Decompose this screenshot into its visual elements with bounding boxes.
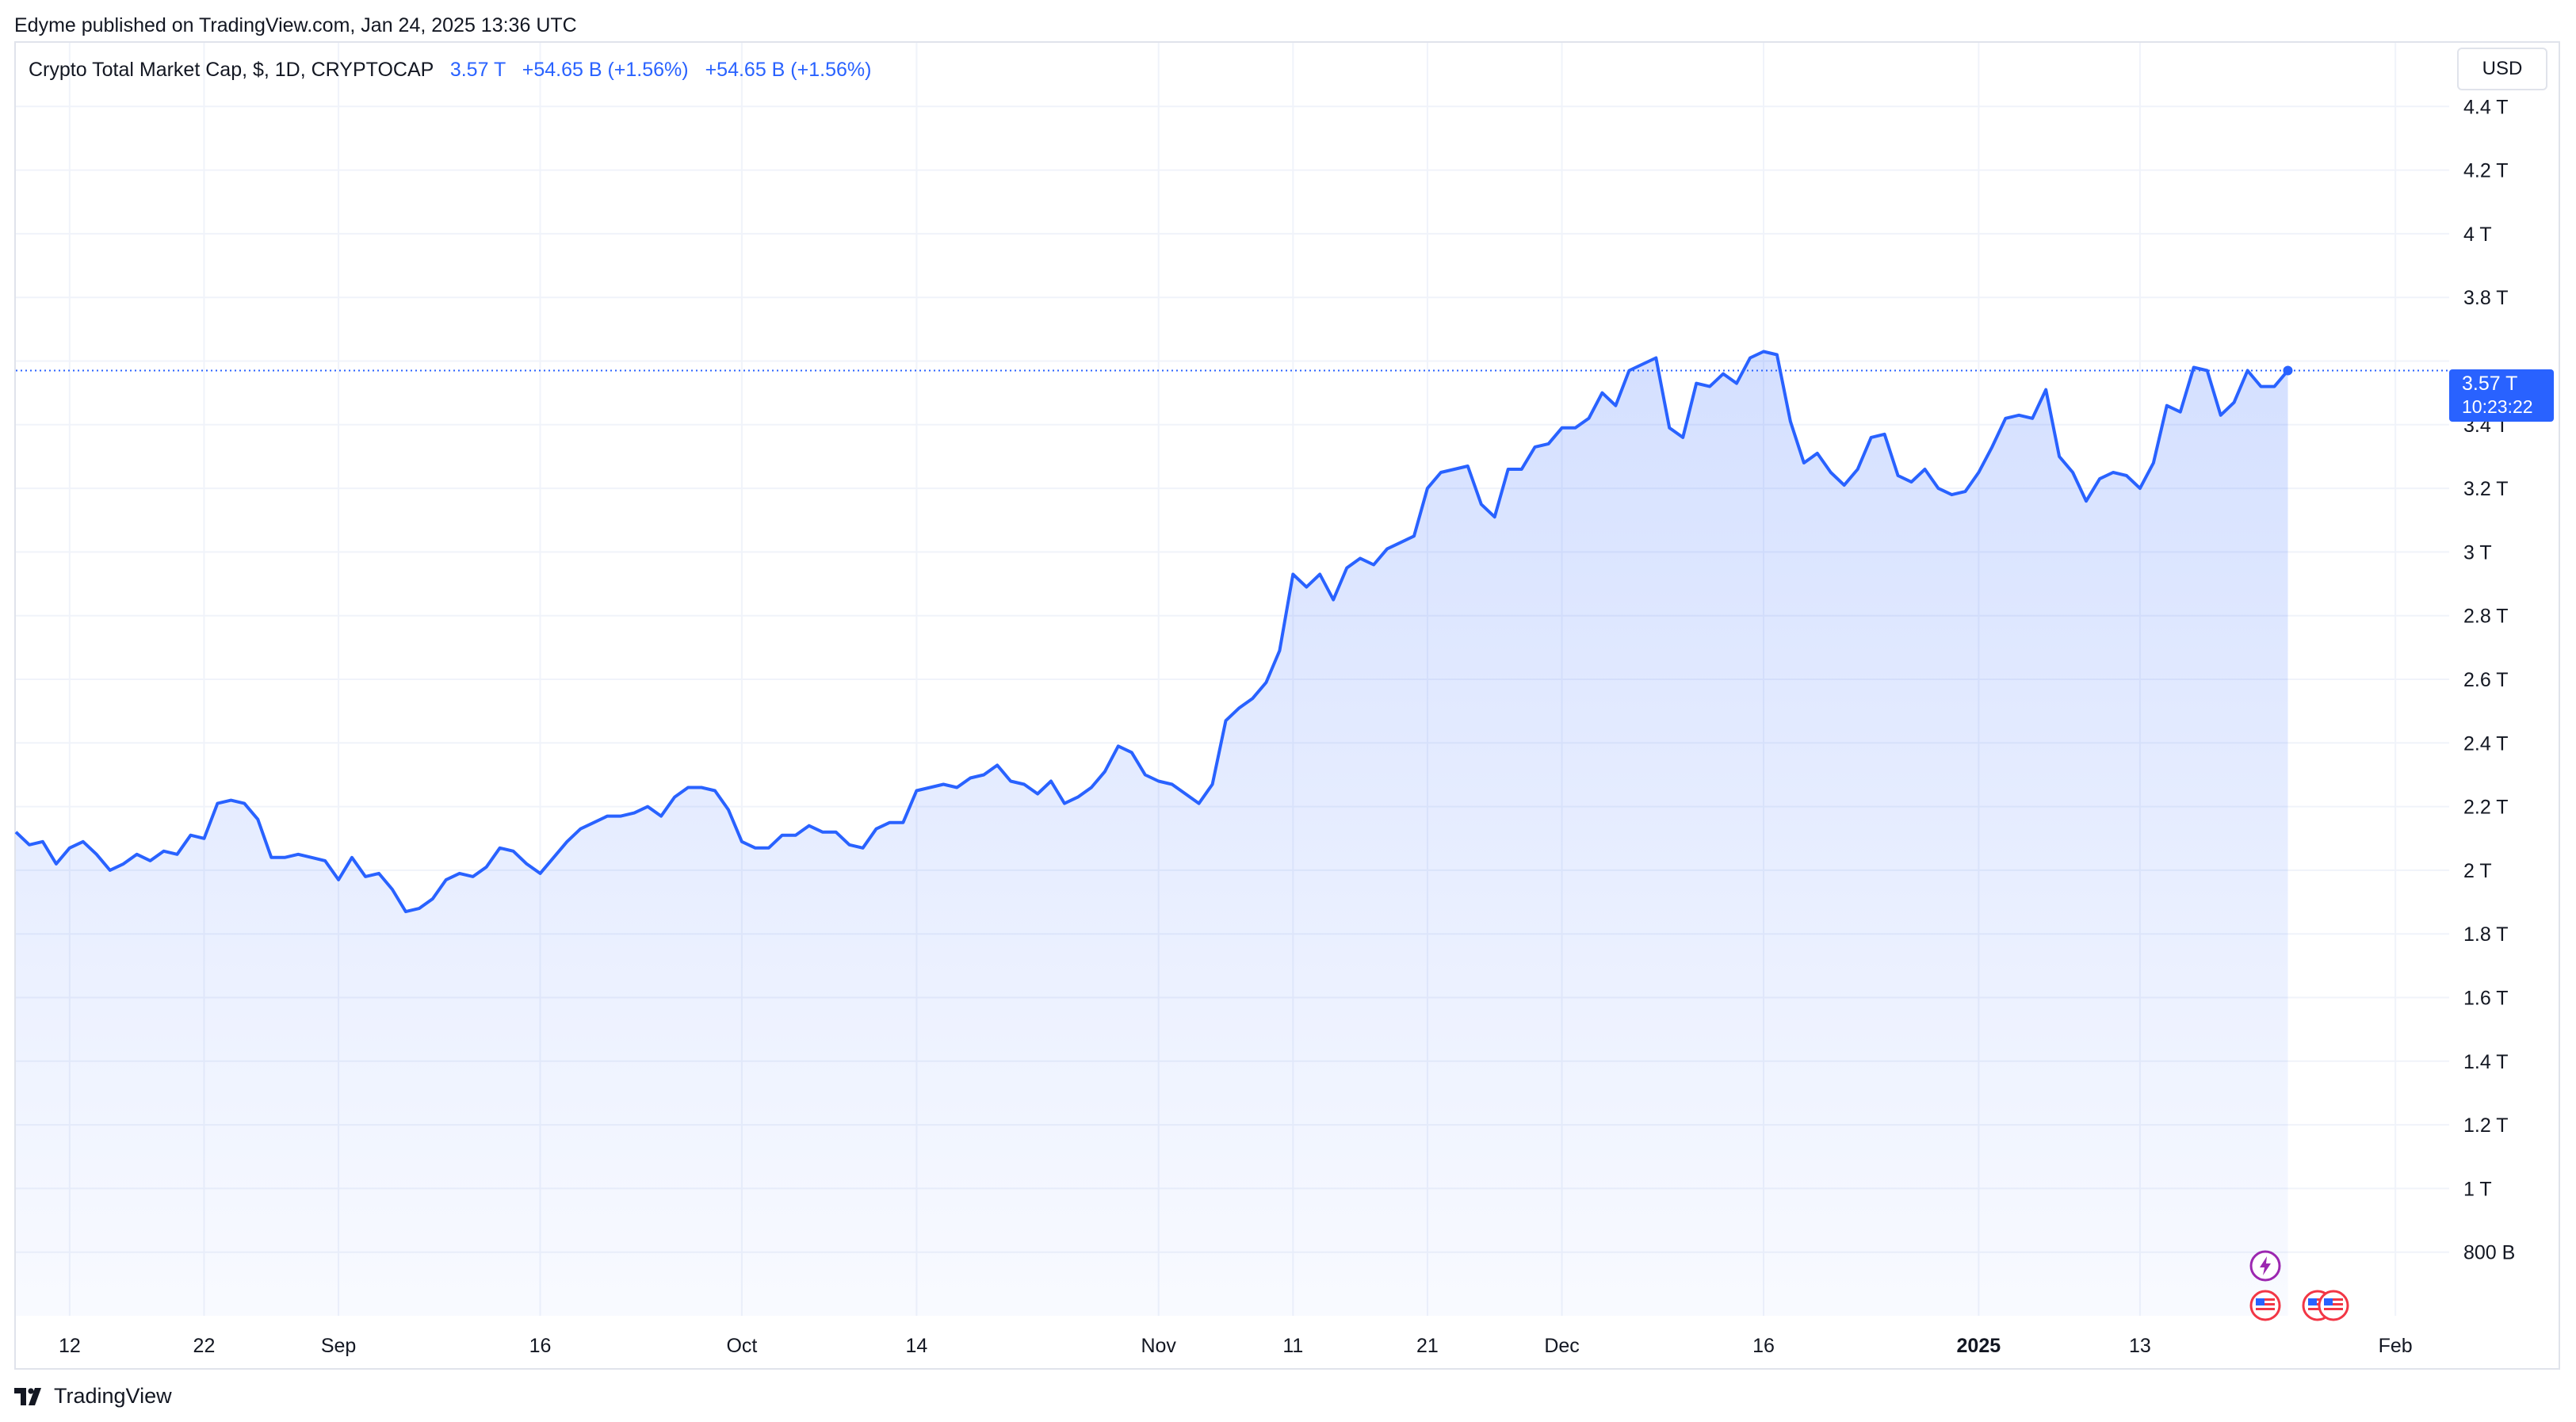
x-tick-label: Feb	[2379, 1335, 2413, 1357]
y-tick-label: 2.2 T	[2463, 797, 2509, 819]
x-tick-label: 16	[529, 1335, 552, 1357]
y-tick-label: 4.2 T	[2463, 160, 2509, 182]
y-tick-label: 2.4 T	[2463, 732, 2509, 755]
publisher-note: Edyme published on TradingView.com, Jan …	[14, 14, 577, 36]
tradingview-logo-icon	[14, 1387, 41, 1405]
legend-change: +54.65 B (+1.56%)	[522, 59, 689, 81]
x-tick-label: 2025	[1957, 1335, 2001, 1357]
x-tick-label: 21	[1416, 1335, 1439, 1357]
x-tick-label: 16	[1752, 1335, 1775, 1357]
brand-name: TradingView	[54, 1384, 172, 1408]
y-tick-label: 2.6 T	[2463, 669, 2509, 691]
x-tick-label: Dec	[1544, 1335, 1579, 1357]
x-tick-label: 11	[1282, 1335, 1303, 1357]
y-tick-label: 1.8 T	[2463, 923, 2509, 946]
x-tick-label: Oct	[726, 1335, 757, 1357]
y-axis: 800 B 1 T 1.2 T 1.4 T 1.6 T 1.8 T 2 T 2.2 T 2.4 …	[2463, 96, 2515, 1263]
last-point-marker	[2283, 365, 2293, 376]
y-tick-label: 3.8 T	[2463, 287, 2509, 309]
y-tick-label: 3 T	[2463, 541, 2492, 564]
area-fill-path	[16, 351, 2288, 1316]
x-axis: 12 22 Sep 16 Oct 14 Nov 11 21 Dec 16 2025 13 Feb	[59, 1335, 2413, 1357]
x-tick-label: 12	[59, 1335, 81, 1357]
legend-last-price: 3.57 T	[449, 59, 506, 81]
y-tick-label: 1.6 T	[2463, 988, 2509, 1010]
series-path	[14, 350, 2290, 914]
us-flag-event-icon[interactable]	[2248, 1288, 2283, 1323]
legend-change-alt: +54.65 B (+1.56%)	[705, 59, 872, 81]
symbol-legend[interactable]: Crypto Total Market Cap, $, 1D, CRYPTOCA…	[29, 59, 871, 82]
y-tick-label: 4 T	[2463, 224, 2492, 246]
y-tick-label: 2 T	[2463, 860, 2492, 882]
x-tick-label: 22	[193, 1335, 216, 1357]
x-tick-label: 14	[906, 1335, 928, 1357]
area-fill	[16, 351, 2288, 1316]
y-tick-label: 1 T	[2463, 1178, 2492, 1200]
y-tick-label: 3.2 T	[2463, 478, 2509, 500]
tradingview-brand[interactable]: TradingView	[14, 1384, 172, 1409]
us-flag-event-icon[interactable]	[2316, 1288, 2351, 1323]
last-price-label: 3.57 T 10:23:22	[2449, 369, 2554, 422]
y-tick-label: 2.8 T	[2463, 606, 2509, 628]
lightning-event-icon[interactable]	[2248, 1248, 2283, 1283]
chart-frame	[14, 41, 2560, 1370]
y-tick-label: 4.4 T	[2463, 96, 2509, 118]
series-line	[14, 350, 2449, 914]
x-tick-label: 13	[2129, 1335, 2151, 1357]
currency-button[interactable]: USD	[2457, 48, 2547, 90]
x-tick-label: Sep	[321, 1335, 356, 1357]
last-price-value: 3.57 T	[2462, 373, 2518, 395]
x-tick-label: Nov	[1141, 1335, 1176, 1357]
y-tick-label: 1.4 T	[2463, 1051, 2509, 1073]
y-tick-label: 800 B	[2463, 1242, 2515, 1264]
y-tick-label: 1.2 T	[2463, 1114, 2509, 1137]
bar-countdown: 10:23:22	[2462, 396, 2533, 417]
legend-symbol: Crypto Total Market Cap, $, 1D, CRYPTOCA…	[29, 59, 434, 81]
